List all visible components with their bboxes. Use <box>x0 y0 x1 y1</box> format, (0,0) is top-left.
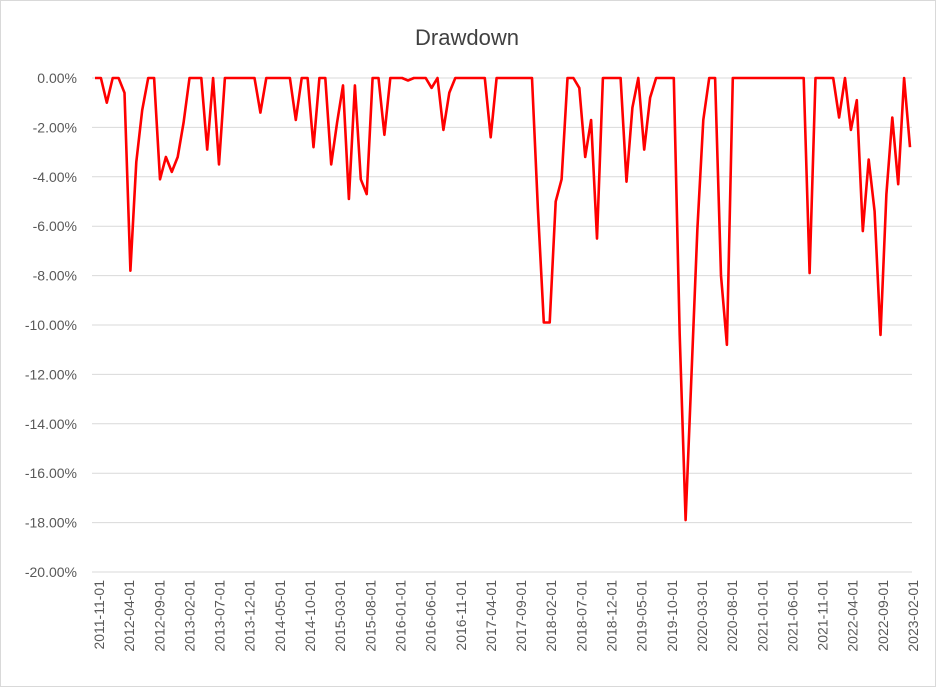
y-tick-label: 0.00% <box>37 70 77 86</box>
x-tick-label: 2018-02-01 <box>543 580 559 652</box>
x-tick-label: 2015-08-01 <box>362 580 378 652</box>
x-tick-label: 2022-09-01 <box>875 580 891 652</box>
x-tick-label: 2015-03-01 <box>332 580 348 652</box>
drawdown-series-line <box>95 76 912 522</box>
x-tick-label: 2013-02-01 <box>181 580 197 652</box>
x-tick-label: 2014-05-01 <box>272 580 288 652</box>
x-tick-label: 2013-07-01 <box>212 580 228 652</box>
x-tick-label: 2022-04-01 <box>845 580 861 652</box>
x-tick-label: 2016-11-01 <box>453 580 469 651</box>
chart-title: Drawdown <box>415 25 519 50</box>
x-tick-label: 2011-11-01 <box>91 580 107 650</box>
x-axis-labels: 2011-11-01 2012-04-01 2012-09-01 2013-02-01… <box>91 580 921 652</box>
y-tick-label: -12.00% <box>25 366 77 382</box>
y-tick-label: -14.00% <box>25 416 77 432</box>
x-tick-label: 2019-10-01 <box>664 580 680 652</box>
x-tick-label: 2019-05-01 <box>634 580 650 652</box>
x-tick-label: 2017-04-01 <box>483 580 499 652</box>
x-tick-label: 2014-10-01 <box>302 580 318 652</box>
x-tick-label: 2012-09-01 <box>151 580 167 652</box>
x-tick-label: 2021-11-01 <box>815 580 831 651</box>
y-tick-label: -6.00% <box>33 218 77 234</box>
x-tick-label: 2018-12-01 <box>604 580 620 652</box>
x-tick-label: 2021-01-01 <box>754 580 770 652</box>
y-axis-labels: 0.00% -2.00% -4.00% -6.00% -8.00% -10.00% -12.… <box>25 70 77 580</box>
y-tick-label: -10.00% <box>25 317 77 333</box>
y-tick-label: -4.00% <box>33 169 77 185</box>
x-tick-label: 2013-12-01 <box>242 580 258 652</box>
x-tick-label: 2017-09-01 <box>513 580 529 652</box>
x-tick-label: 2020-08-01 <box>724 580 740 652</box>
x-tick-label: 2020-03-01 <box>694 580 710 652</box>
x-tick-label: 2018-07-01 <box>573 580 589 652</box>
x-tick-label: 2023-02-01 <box>905 580 921 652</box>
y-tick-label: -2.00% <box>33 119 77 135</box>
y-tick-label: -16.00% <box>25 465 77 481</box>
gridlines <box>92 77 912 573</box>
x-tick-label: 2016-06-01 <box>423 580 439 652</box>
y-tick-label: -8.00% <box>33 268 77 284</box>
x-tick-label: 2016-01-01 <box>392 580 408 652</box>
y-tick-label: -20.00% <box>25 564 77 580</box>
x-tick-label: 2012-04-01 <box>121 580 137 652</box>
y-tick-label: -18.00% <box>25 515 77 531</box>
x-tick-label: 2021-06-01 <box>784 580 800 652</box>
